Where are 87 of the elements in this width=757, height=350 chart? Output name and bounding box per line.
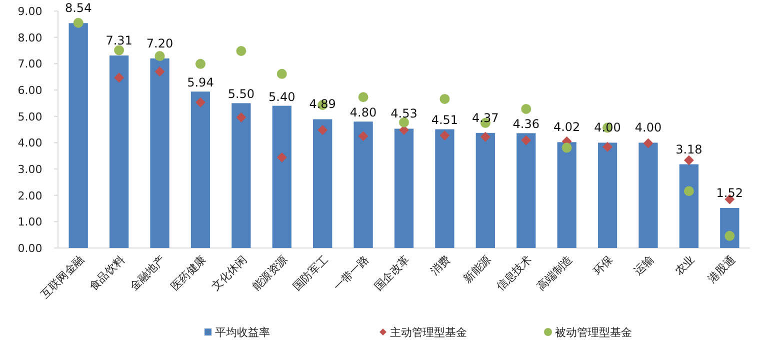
point (521, 104, 532, 114)
x-tick-label: 一带一路 (331, 252, 372, 294)
data-label: 4.36 (512, 117, 540, 132)
x-tick-label: 环保 (590, 252, 616, 278)
x-tick-label: 消费 (428, 252, 453, 278)
text: 8.00 (18, 31, 42, 44)
point (114, 72, 124, 83)
data-label: 7.20 (146, 36, 174, 50)
data-label: 3.18 (676, 142, 702, 156)
x-tick-label: 金融地产 (128, 252, 168, 294)
point (276, 152, 287, 162)
data-label: 5.50 (228, 87, 255, 102)
point (154, 51, 165, 62)
point (684, 155, 694, 166)
x-tick-label: 食品饮料 (86, 252, 128, 294)
point (562, 142, 572, 153)
text: 5.00 (18, 110, 42, 124)
point (236, 112, 246, 122)
data-label: 4.51 (431, 113, 458, 128)
point (440, 130, 450, 141)
point (276, 68, 287, 79)
point (195, 58, 206, 69)
point (480, 132, 490, 142)
point (399, 117, 409, 128)
bar (313, 119, 332, 248)
x-tick-label: 高端制造 (534, 252, 575, 294)
bar (354, 122, 373, 248)
data-label: 5.94 (187, 76, 214, 90)
bar (68, 23, 88, 248)
data-label: 4.80 (350, 106, 377, 120)
x-tick-label: 文化休闲 (208, 252, 250, 294)
bar (435, 129, 454, 248)
point (602, 142, 613, 152)
point (236, 46, 246, 56)
point (73, 18, 84, 28)
x-tick-label: 港股通 (705, 252, 738, 286)
x-tick-label: 能源资源 (250, 252, 290, 294)
data-label: 1.52 (716, 186, 744, 200)
x-tick-label: 农业 (672, 252, 698, 278)
point (195, 97, 206, 108)
point (643, 138, 654, 148)
legend-label: 平均收益率 (215, 326, 270, 339)
point (154, 66, 165, 77)
data-label: 8.54 (64, 1, 92, 16)
x-tick-label: 信息技术 (494, 252, 534, 294)
bar (109, 56, 129, 248)
bar (598, 142, 618, 248)
x-tick-label: 互联网金融 (38, 252, 86, 302)
bar (232, 103, 251, 248)
text: 0.00 (18, 242, 42, 255)
x-tick-label: 国企改革 (372, 252, 412, 294)
bar (476, 132, 495, 248)
point (114, 45, 124, 56)
bar (516, 133, 536, 248)
bar (272, 106, 292, 248)
x-tick-label: 国防军工 (290, 252, 331, 294)
text: 6.00 (18, 84, 42, 97)
point (521, 135, 532, 146)
data-label: 5.40 (268, 90, 296, 104)
text: 7.00 (18, 58, 42, 71)
point (684, 186, 694, 196)
data-label: 7.31 (106, 34, 132, 48)
text: 2.00 (18, 189, 42, 202)
point (318, 125, 328, 136)
text: 1.00 (18, 216, 42, 229)
point (440, 94, 450, 104)
bar (638, 142, 658, 248)
data-label: 4.37 (472, 110, 499, 125)
bar (679, 164, 699, 248)
point (358, 92, 368, 102)
bar (394, 128, 414, 248)
x-tick-label: 运输 (632, 252, 656, 278)
bar (190, 92, 210, 248)
point (358, 131, 368, 142)
legend-label: 被动管理型基金 (555, 326, 632, 339)
legend-label: 主动管理型基金 (390, 326, 467, 339)
text: 3.00 (18, 163, 42, 176)
x-tick-label: 医药健康 (168, 252, 209, 294)
text: 9.00 (18, 5, 42, 18)
text: 4.00 (18, 136, 42, 150)
data-label: 4.00 (634, 120, 662, 135)
bar (557, 142, 576, 248)
x-tick-label: 新能源 (461, 252, 494, 286)
data-label: 4.02 (553, 120, 580, 134)
bar (150, 58, 170, 248)
data-label: 4.53 (390, 106, 418, 121)
point (724, 230, 735, 241)
